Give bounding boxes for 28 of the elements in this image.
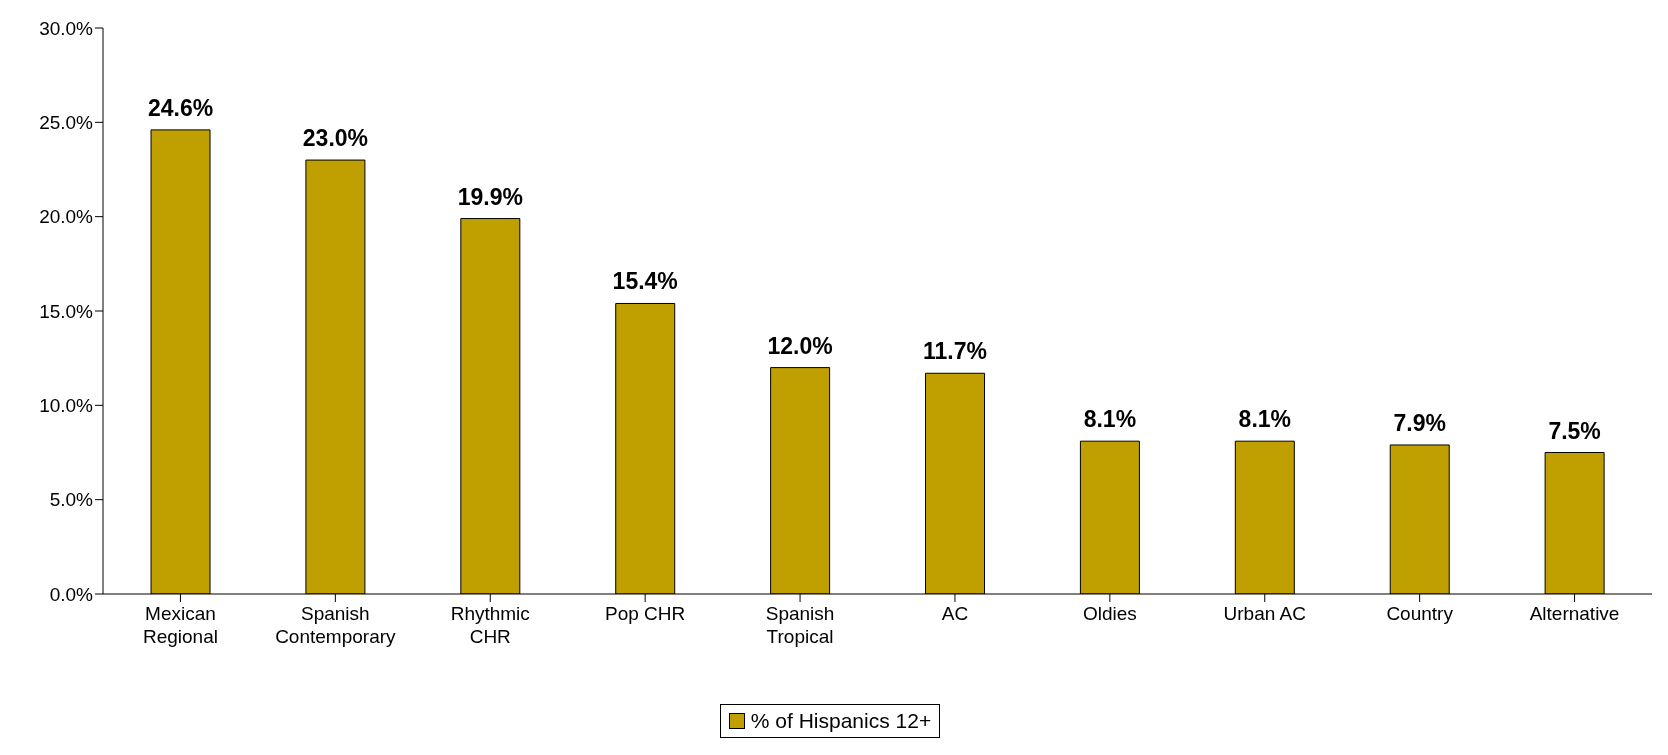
data-label: 12.0% [767,332,833,359]
x-tick-label: Alternative [1529,603,1620,624]
data-label: 8.1% [1083,406,1137,433]
y-tick-label: 0.0% [49,583,94,605]
data-label: 7.9% [1393,409,1446,436]
x-tick-label: Pop CHR [605,603,686,624]
x-tick-label: Rhythmic CHR [450,603,530,647]
y-tick-label: 30.0% [39,17,94,39]
x-tick-label: Mexican Regional [142,603,218,647]
y-tick-label: 25.0% [39,112,94,134]
data-label: 15.4% [612,268,678,295]
data-label: 7.5% [1548,417,1601,444]
x-tick-label: Country [1386,603,1454,624]
data-label: 24.6% [147,94,214,121]
y-tick-label: 15.0% [39,300,94,322]
data-label: 8.1% [1238,406,1292,433]
legend-label: % of Hispanics 12+ [750,709,932,733]
y-tick-label: 5.0% [49,489,94,511]
y-tick-label: 20.0% [39,206,94,228]
x-tick-label: Oldies [1082,603,1137,624]
y-tick-label: 10.0% [39,395,94,417]
data-label: 19.9% [457,183,523,210]
x-tick-label: AC [941,603,969,624]
data-label: 11.7% [923,338,987,365]
data-label: 23.0% [302,125,369,152]
x-tick-label: Spanish Tropical [765,603,835,647]
x-tick-label: Urban AC [1223,603,1306,624]
x-tick-label: Spanish Contemporary [275,603,397,647]
